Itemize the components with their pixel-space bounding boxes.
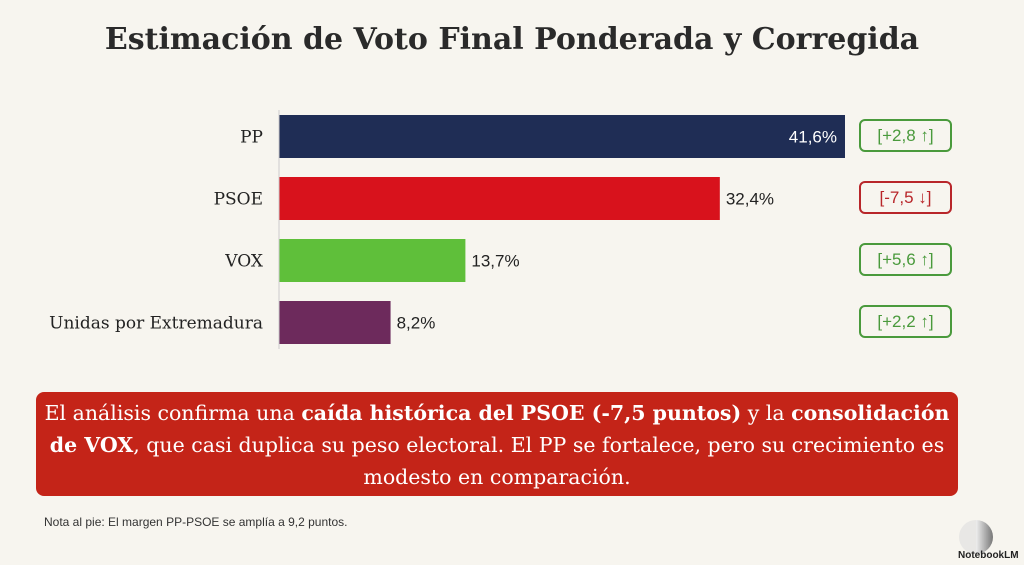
summary-highlight: caída histórica del PSOE (-7,5 puntos) [301,401,742,425]
change-badge: [+2,8 ↑] [859,119,952,152]
bar-unidas-por-extremadura [279,301,391,344]
bar-pp [279,115,845,158]
category-label: PP [240,128,263,148]
category-label: PSOE [214,190,263,210]
notebooklm-logo-icon [959,520,993,554]
value-label: 32,4% [726,190,774,209]
value-label: 8,2% [397,314,436,333]
footnote: Nota al pie: El margen PP-PSOE se amplía… [44,515,348,529]
bar-vox [279,239,466,282]
change-badge: [+2,2 ↑] [859,305,952,338]
bar-chart: PP 41,6% PSOE 32,4% VOX 13,7% Unidas por Extre… [49,110,845,349]
change-badge: [-7,5 ↓] [859,181,952,214]
chart-title: Estimación de Voto Final Ponderada y Cor… [104,22,920,57]
change-badge: [+5,6 ↑] [859,243,952,276]
summary-highlight: consolidación de VOX [49,401,950,457]
summary-text: El análisis confirma una [44,401,302,425]
value-label: 13,7% [471,252,519,271]
summary-text: y la [741,401,792,425]
summary-banner: El análisis confirma una caída histórica… [36,392,958,496]
value-label: 41,6% [789,128,837,147]
notebooklm-logo-text: NotebookLM [958,550,1019,561]
category-label: Unidas por Extremadura [49,314,263,334]
category-label: VOX [224,252,264,272]
bar-psoe [279,177,720,220]
summary-text: , que casi duplica su peso electoral. El… [133,433,945,489]
